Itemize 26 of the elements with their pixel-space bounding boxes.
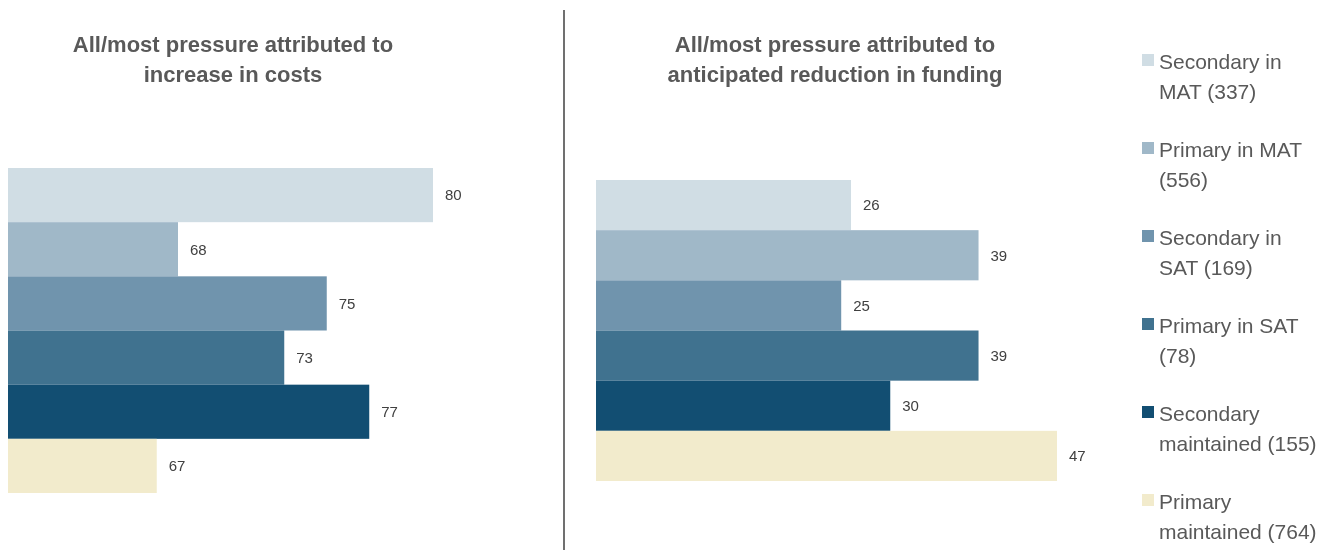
data-label: 39: [990, 346, 1008, 364]
data-label: 30: [902, 397, 919, 414]
data-label: 68: [190, 240, 207, 258]
bar: [596, 230, 979, 281]
chart-title: All/most pressure attributed to increase in costs: [72, 32, 394, 87]
data-label: 73: [296, 348, 313, 366]
data-label: 25: [853, 296, 870, 314]
chart-title: All/most pressure attributed to anticipated reduction in funding: [667, 32, 1003, 87]
data-label: 47: [1069, 447, 1086, 465]
bar: [596, 280, 842, 331]
legend-label: Secondary in MAT (337): [1159, 50, 1282, 104]
data-label: 80: [445, 186, 462, 204]
data-label: 77: [381, 403, 398, 420]
data-label: 75: [338, 294, 356, 312]
legend-label: Secondary maintained (155): [1159, 402, 1317, 456]
bar: [596, 430, 1057, 481]
bar: [596, 330, 979, 381]
legend-label: Primary maintained (764): [1159, 490, 1317, 544]
bar: [596, 180, 852, 231]
data-label: 67: [168, 457, 186, 475]
data-label: 39: [990, 246, 1008, 264]
legend-label: Primary in MAT (556): [1159, 138, 1303, 192]
legend-label: Primary in SAT (78): [1159, 314, 1299, 368]
legend-label: Secondary in SAT (169): [1159, 226, 1282, 280]
bar: [596, 380, 891, 431]
data-label: 26: [863, 196, 880, 214]
